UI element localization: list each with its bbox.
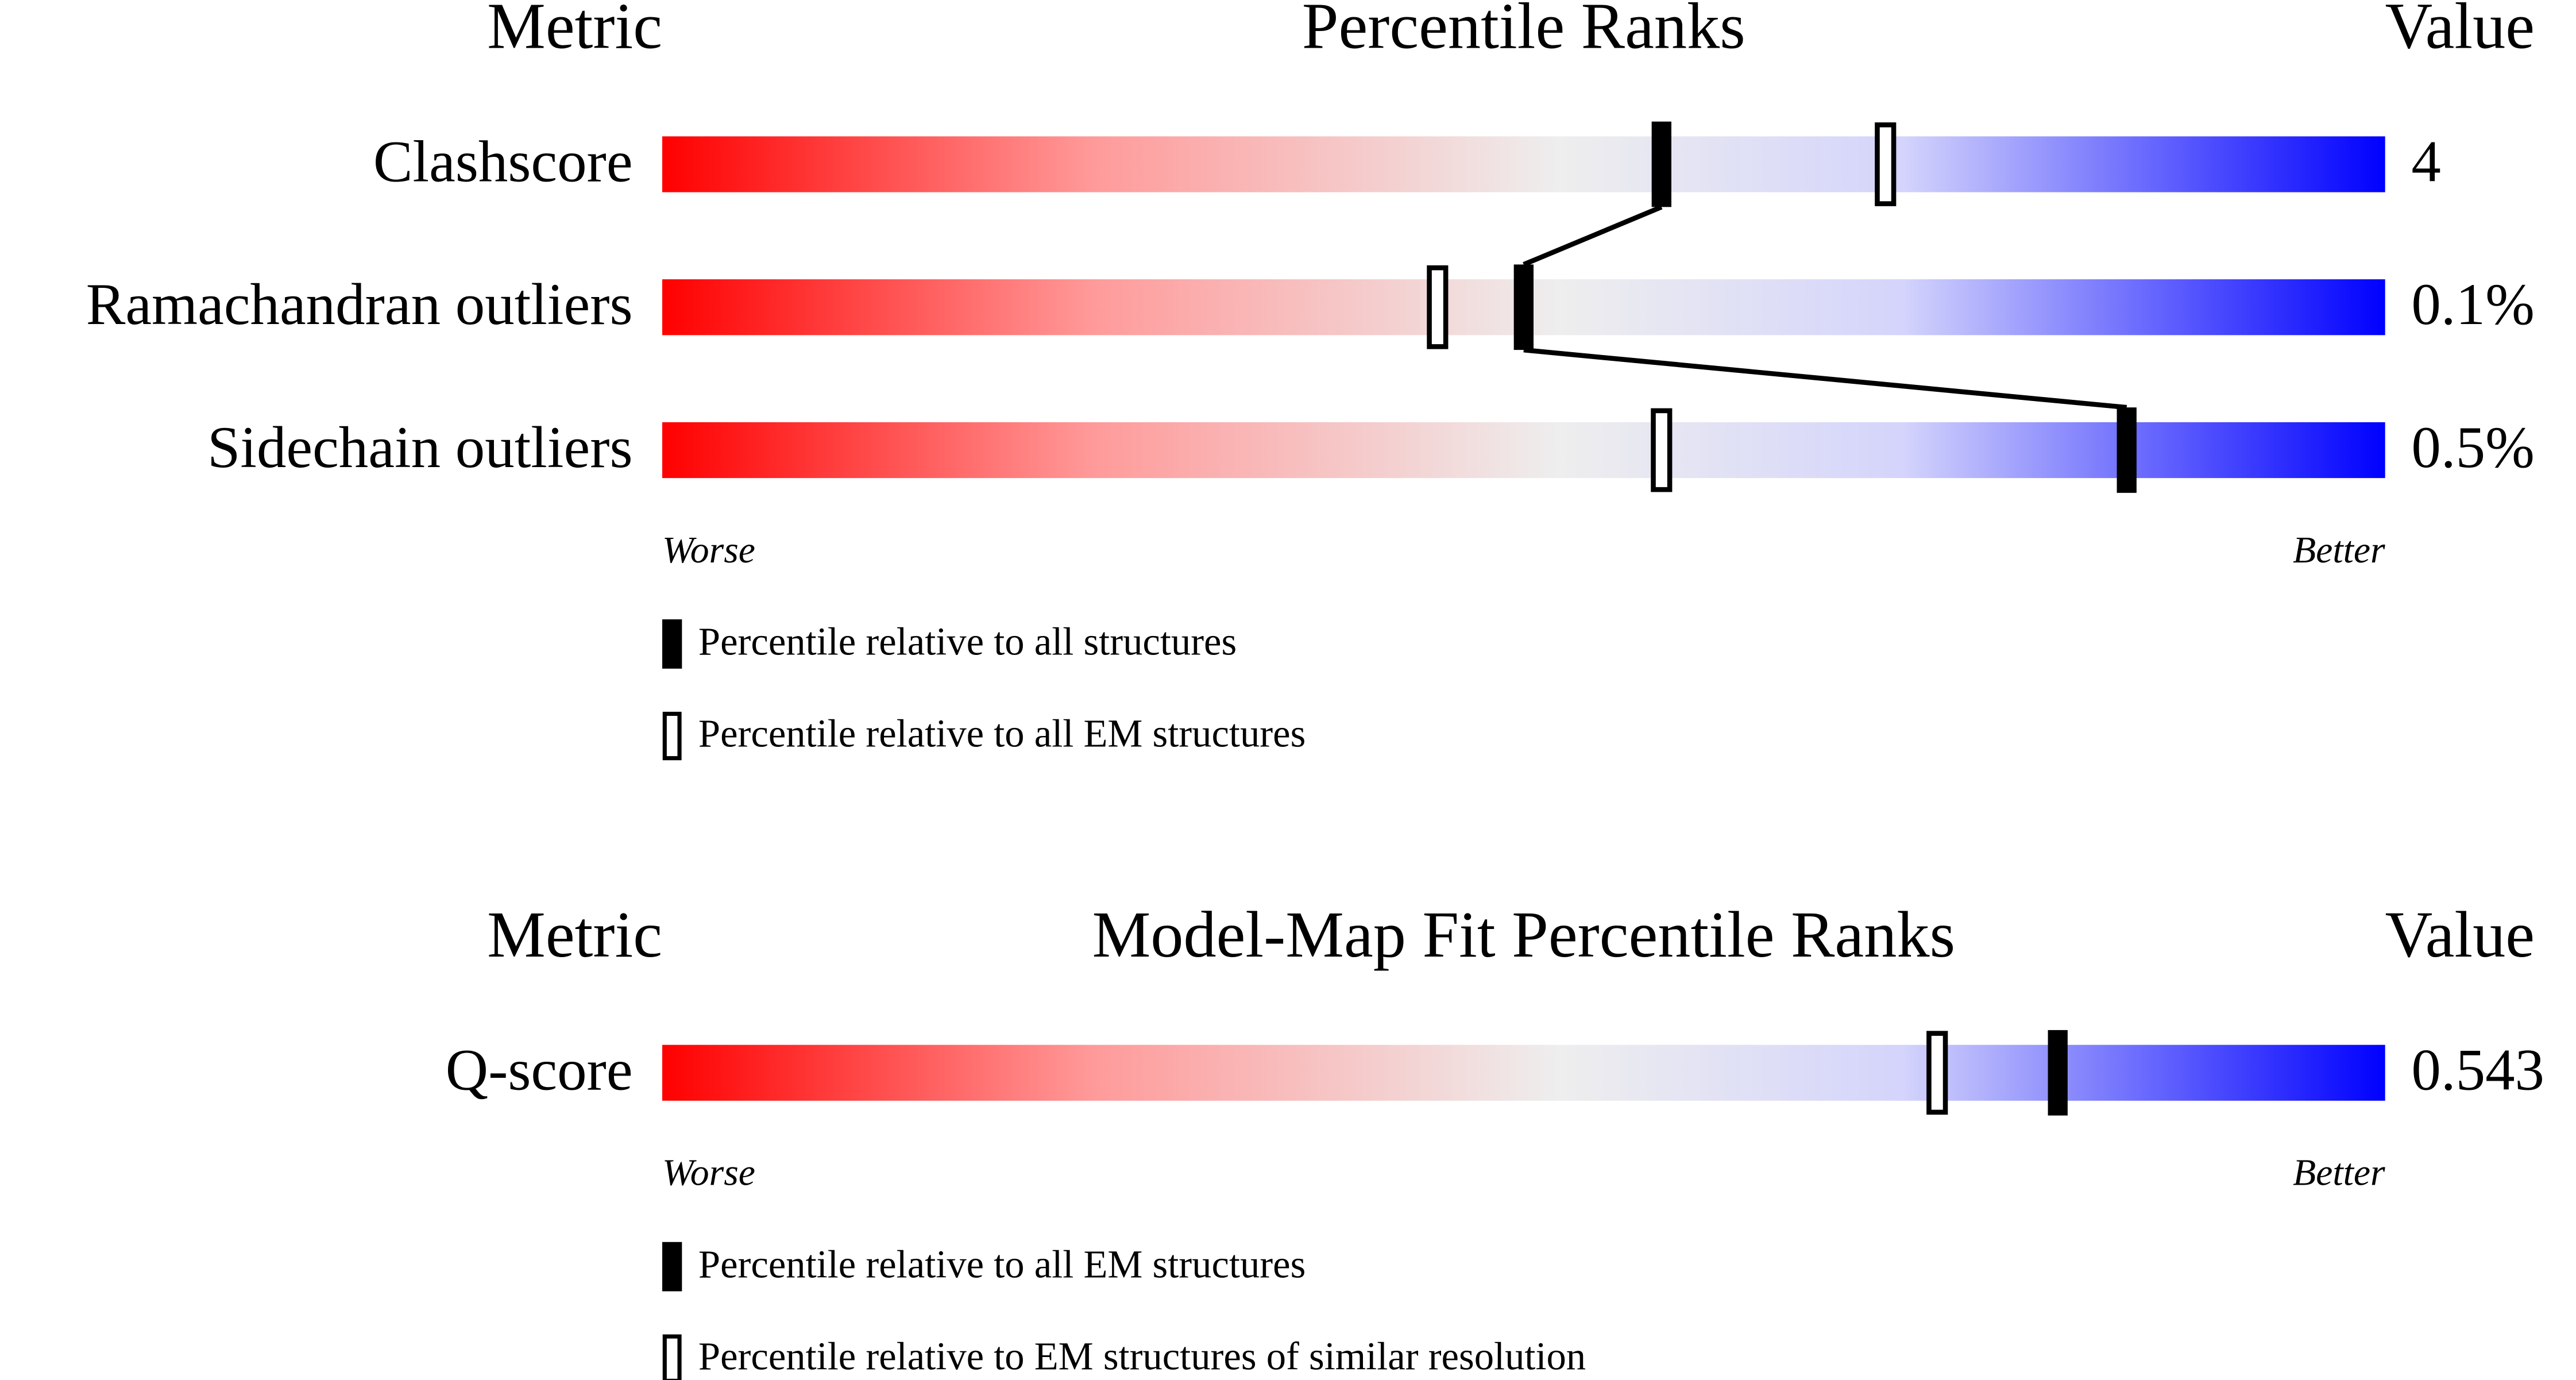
legend-marker xyxy=(662,1242,682,1292)
legend-label: Percentile relative to EM structures of … xyxy=(698,1334,1586,1378)
legend-marker xyxy=(662,619,682,669)
percentile-marker xyxy=(2048,1030,2068,1116)
legend-label: Percentile relative to all EM structures xyxy=(698,1242,1306,1286)
worse-label: Worse xyxy=(662,529,755,571)
metric-label: Ramachandran outliers xyxy=(86,272,633,337)
percentile-marker xyxy=(1651,408,1673,492)
metric-value: 0.5% xyxy=(2411,415,2534,480)
worse-label: Worse xyxy=(662,1152,755,1194)
metric-value: 0.543 xyxy=(2411,1038,2544,1103)
legend-marker xyxy=(662,711,682,761)
metric-header: Metric xyxy=(487,898,662,971)
percentile-marker xyxy=(1427,265,1449,349)
legend-label: Percentile relative to all EM structures xyxy=(698,712,1306,755)
legend-marker xyxy=(662,1334,682,1380)
legend-label: Percentile relative to all structures xyxy=(698,620,1237,664)
value-header: Value xyxy=(2385,0,2535,62)
percentile-bar xyxy=(662,1044,2385,1101)
metric-value: 4 xyxy=(2411,129,2440,194)
metric-header: Metric xyxy=(487,0,662,62)
connector-line xyxy=(1523,347,2127,410)
better-label: Better xyxy=(2293,1152,2385,1194)
value-header: Value xyxy=(2385,898,2535,971)
percentile-bar xyxy=(662,422,2385,479)
metric-label: Clashscore xyxy=(373,129,633,194)
metric-label: Sidechain outliers xyxy=(207,415,632,480)
metric-label: Q-score xyxy=(446,1038,633,1103)
percentile-marker xyxy=(1651,121,1671,207)
metric-value: 0.1% xyxy=(2411,272,2534,337)
percentile-bar xyxy=(662,136,2385,192)
chart-title: Model-Map Fit Percentile Ranks xyxy=(1092,898,1956,971)
percentile-marker xyxy=(2117,407,2137,493)
chart-title: Percentile Ranks xyxy=(1302,0,1745,62)
connector-line xyxy=(1523,205,1663,267)
percentile-marker xyxy=(1926,1031,1948,1115)
percentile-marker xyxy=(1513,264,1534,350)
better-label: Better xyxy=(2293,529,2385,571)
percentile-marker xyxy=(1875,122,1897,206)
